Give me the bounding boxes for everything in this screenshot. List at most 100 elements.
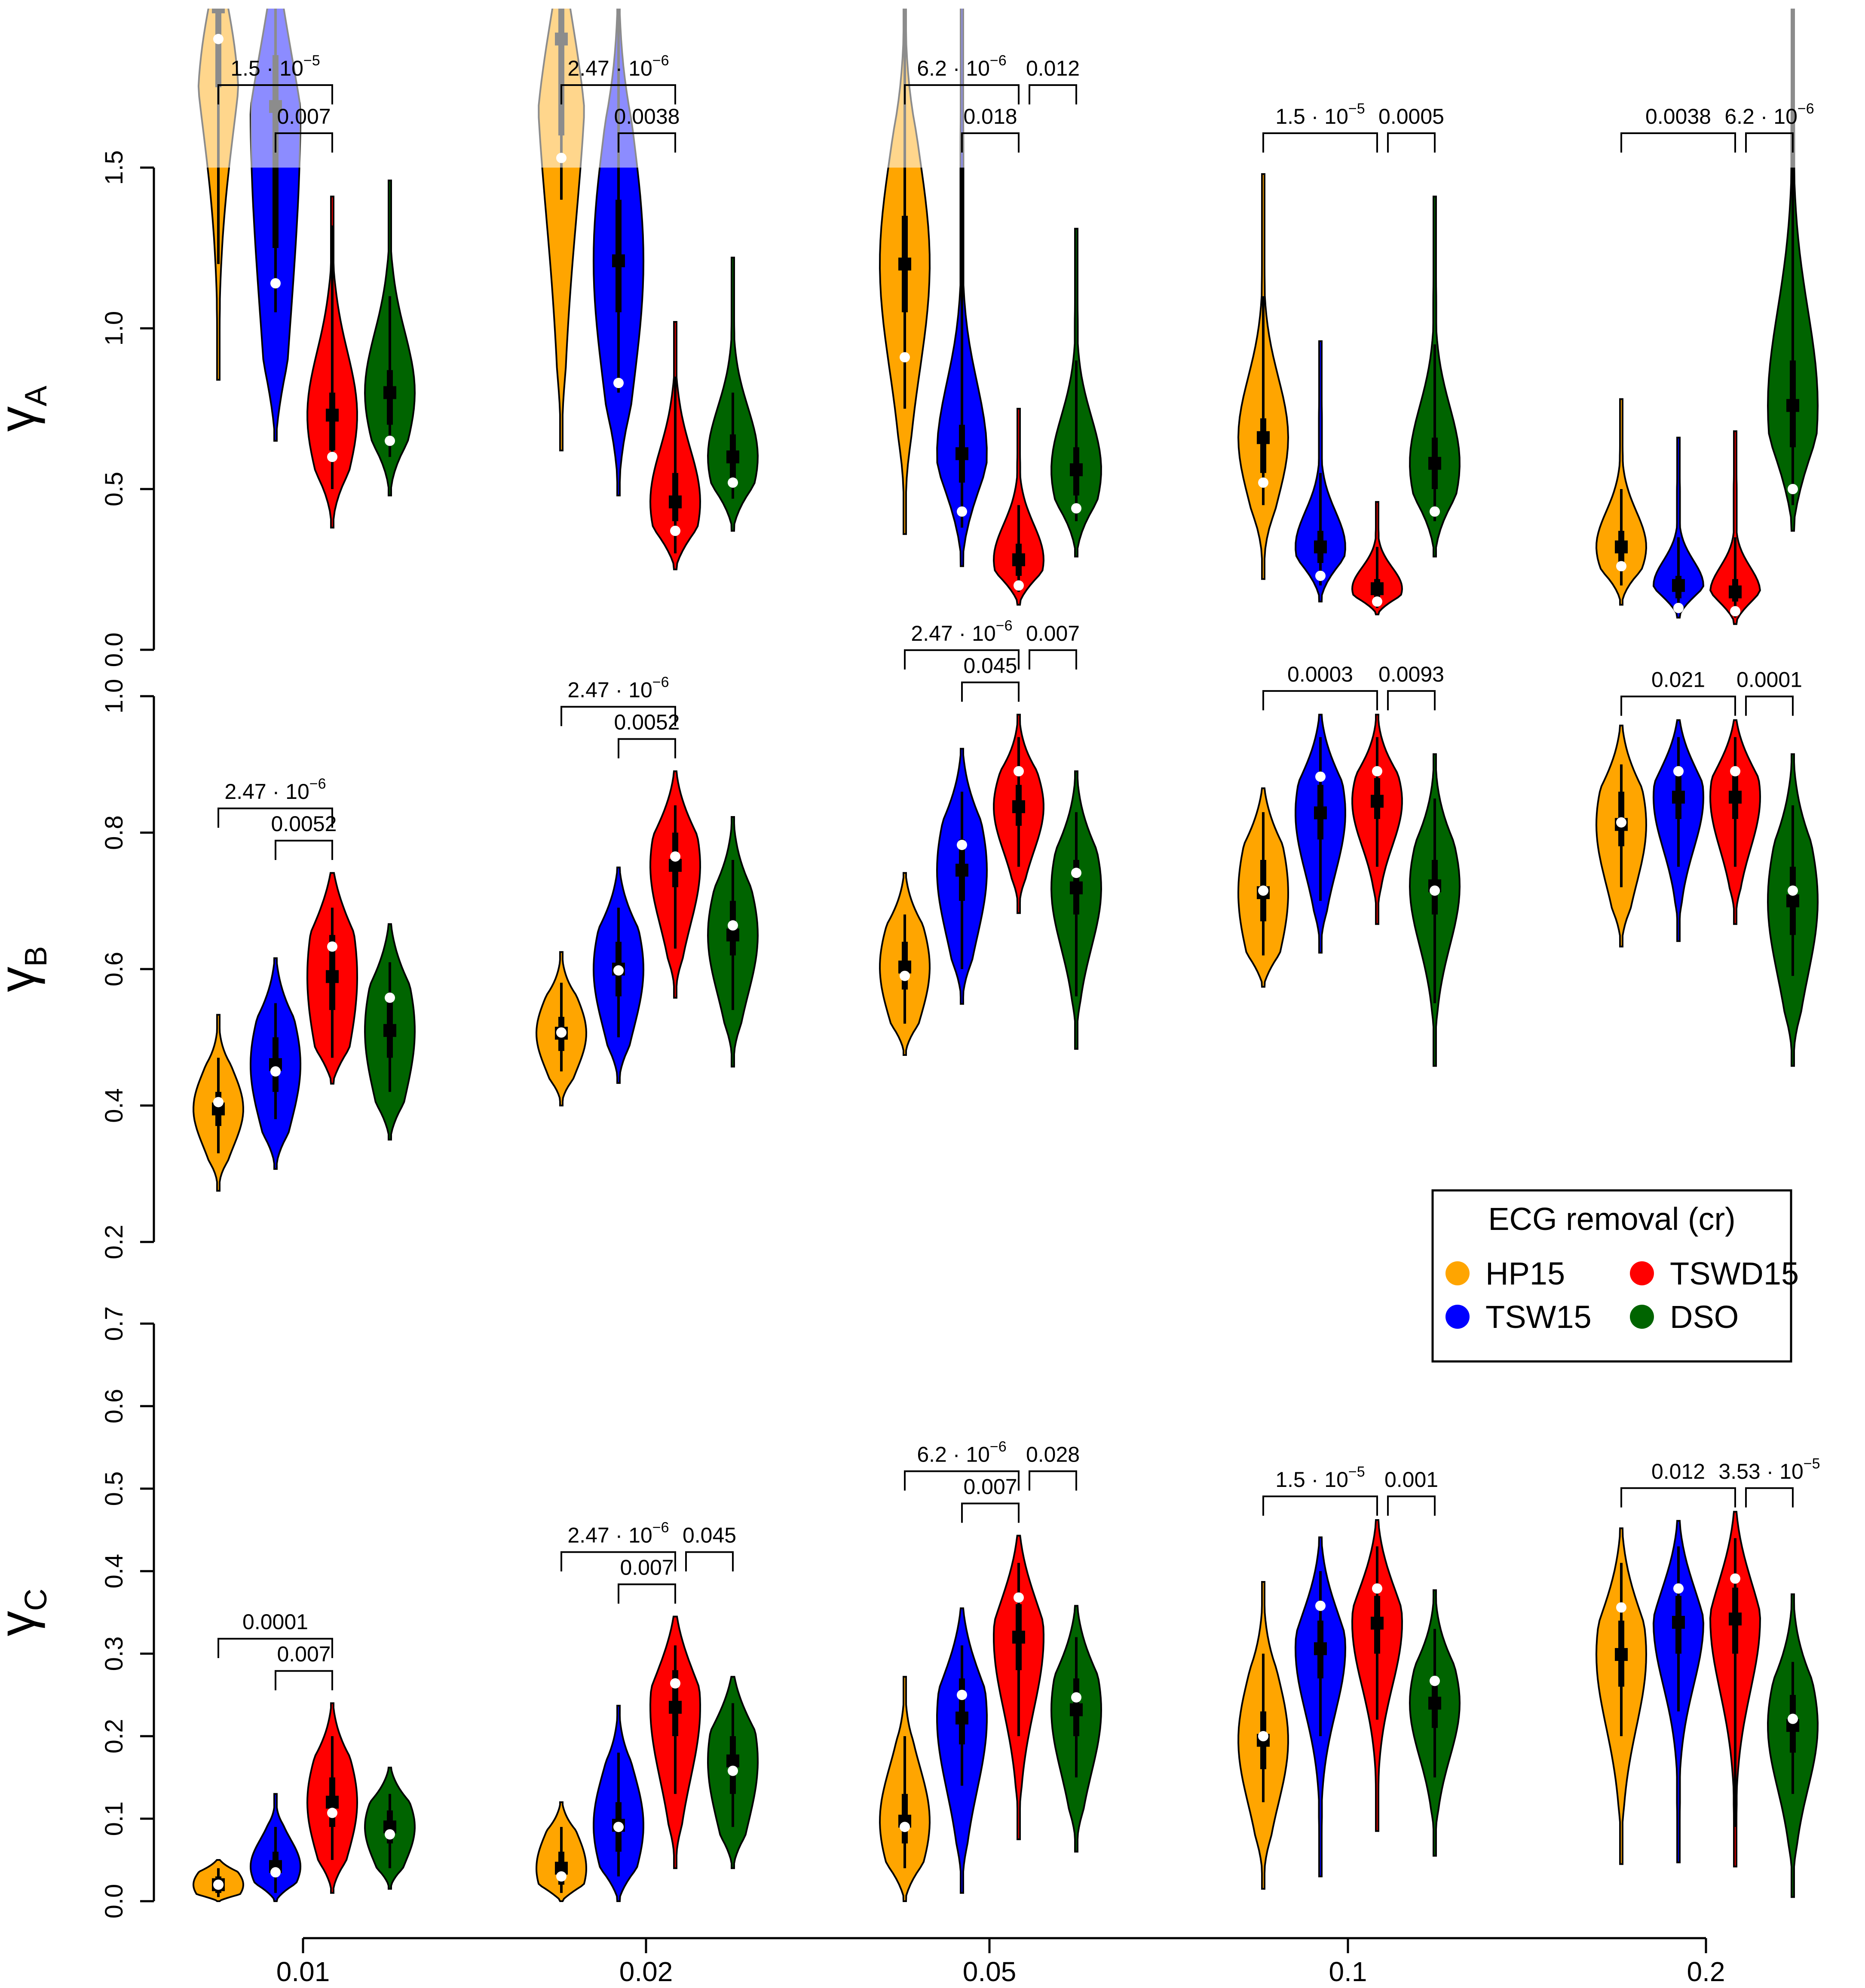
mean-HP15-0.1: [1258, 885, 1268, 896]
p-value-label: 6.2 · 10−6: [1724, 101, 1814, 128]
iqr-TSW15-0.05: [959, 1678, 965, 1745]
p-value-label: 2.47 · 10−6: [567, 674, 669, 702]
bracket-line: [1745, 1487, 1794, 1508]
mean-TSWD15-0.2: [1730, 606, 1740, 617]
median-TSWD15-0.2: [1729, 1612, 1742, 1626]
median-TSWD15-0.1: [1371, 582, 1384, 595]
group-A-0.2: [1595, 9, 1819, 625]
bracket-line: [1387, 132, 1436, 153]
p-value-label: 0.007: [277, 104, 331, 128]
mean-DSO-0.1: [1430, 1676, 1440, 1686]
bracket-line: [618, 132, 676, 153]
x-tick-label-0.01: 0.01: [276, 1956, 330, 1987]
sig-bracket-A-0.01-1: 0.007: [275, 104, 333, 153]
mean-DSO-0.02: [728, 1765, 738, 1776]
legend-label-TSWD15: TSWD15: [1670, 1256, 1799, 1291]
y-tick-label-A-0: 0.0: [100, 633, 128, 667]
median-TSWD15-0.2: [1729, 790, 1742, 804]
p-value-label: 0.0001: [1736, 668, 1802, 692]
median-DSO-0.1: [1428, 1697, 1441, 1710]
p-value-label: 0.012: [1026, 56, 1080, 80]
sig-bracket-A-0.2-1: 6.2 · 10−6: [1724, 101, 1814, 153]
y-tick-label-C-1: 0.1: [100, 1801, 128, 1836]
x-tick-label-0.2: 0.2: [1687, 1956, 1725, 1987]
iqr-HP15-0.1: [1260, 418, 1266, 473]
mean-TSW15-0.05: [957, 1690, 967, 1700]
x-tick-label-0.1: 0.1: [1329, 1956, 1367, 1987]
group-C-0.01: [192, 1702, 416, 1902]
mean-TSWD15-0.05: [1014, 1592, 1024, 1603]
sig-bracket-B-0.01-1: 0.0052: [271, 812, 337, 860]
group-C-0.02: [535, 1615, 759, 1902]
y-tick-label-C-0: 0.0: [100, 1884, 128, 1919]
legend-swatch-TSWD15: [1630, 1261, 1654, 1285]
mean-TSWD15-0.01: [327, 452, 337, 462]
median-TSW15-0.05: [955, 863, 968, 877]
mean-TSWD15-0.02: [670, 526, 680, 536]
legend-item-HP15: HP15: [1445, 1256, 1565, 1291]
mean-DSO-0.05: [1071, 503, 1081, 514]
mean-TSWD15-0.1: [1372, 596, 1382, 607]
mean-TSW15-0.05: [957, 506, 967, 517]
sig-bracket-C-0.01-0: 0.0001: [217, 1610, 333, 1658]
median-TSWD15-0.1: [1371, 795, 1384, 808]
mean-HP15-0.01: [213, 1879, 224, 1890]
p-value-label: 0.0038: [1645, 104, 1711, 128]
sig-bracket-A-0.02-1: 0.0038: [614, 104, 680, 153]
p-value-label: 0.012: [1651, 1459, 1705, 1483]
sig-bracket-C-0.2-0: 0.012: [1620, 1459, 1736, 1508]
bracket-line: [1620, 132, 1736, 153]
mean-TSW15-0.1: [1315, 570, 1326, 581]
p-value-label: 3.53 · 10−5: [1718, 1456, 1820, 1483]
median-TSW15-0.1: [1314, 1642, 1327, 1655]
sig-bracket-A-0.01-0: 1.5 · 10−5: [217, 52, 333, 104]
mean-TSW15-0.05: [957, 840, 967, 850]
sig-bracket-B-0.1-1: 0.0093: [1378, 662, 1444, 710]
panel-C: 0.0 0.1 0.2 0.3 0.4 0.5 0.6 0.7 γC 0.0001 0.007 2.4…: [0, 1306, 1820, 1919]
p-value-label: 0.001: [1384, 1468, 1438, 1492]
bracket-line: [275, 840, 333, 860]
y-tick-label-C-6: 0.6: [100, 1389, 128, 1424]
median-HP15-0.1: [1257, 431, 1270, 444]
sig-bracket-A-0.05-2: 0.012: [1026, 56, 1080, 104]
sig-bracket-C-0.2-1: 3.53 · 10−5: [1718, 1456, 1820, 1508]
p-value-label: 0.0052: [614, 710, 680, 734]
median-TSWD15-0.02: [669, 495, 682, 508]
mean-HP15-0.2: [1616, 1602, 1626, 1613]
bracket-line: [217, 807, 333, 828]
panels: 0.0 0.5 1.0 1.5 γA 1.5 · 10−5 0.007 2.47 · 10−6…: [0, 9, 1820, 1919]
bracket-line: [618, 1583, 676, 1604]
p-value-label: 0.021: [1651, 668, 1705, 692]
y-axis-title-A: γA: [0, 385, 53, 431]
bracket-line: [560, 1551, 676, 1572]
median-DSO-0.02: [726, 1754, 739, 1768]
bracket-line: [618, 738, 676, 758]
mean-HP15-0.2: [1616, 561, 1626, 572]
median-HP15-0.2: [1615, 1648, 1628, 1661]
p-value-label: 1.5 · 10−5: [1275, 101, 1365, 128]
y-axis-title-B: γB: [0, 946, 53, 992]
panel-B: 0.2 0.4 0.6 0.8 1.0 γB 2.47 · 10−6 0.0052 2.47 ·…: [0, 618, 1819, 1259]
mean-TSW15-0.2: [1673, 766, 1684, 777]
mean-TSWD15-0.1: [1372, 766, 1382, 777]
legend-item-TSWD15: TSWD15: [1630, 1256, 1799, 1291]
y-tick-label-C-7: 0.7: [100, 1306, 128, 1341]
median-TSWD15-0.01: [326, 970, 339, 983]
mean-DSO-0.05: [1071, 868, 1081, 878]
mean-DSO-0.1: [1430, 506, 1440, 517]
sig-bracket-B-0.05-0: 2.47 · 10−6: [904, 618, 1020, 670]
mean-DSO-0.1: [1430, 885, 1440, 896]
group-B-0.1: [1237, 713, 1461, 1067]
x-axis: 0.01 0.02 0.05 0.1 0.2: [276, 1937, 1725, 1987]
bracket-line: [275, 1670, 333, 1691]
bracket-line: [904, 1470, 1020, 1491]
p-value-label: 0.007: [963, 1474, 1017, 1499]
bracket-line: [961, 681, 1020, 702]
x-tick-label-0.05: 0.05: [963, 1956, 1017, 1987]
median-TSWD15-0.01: [326, 408, 339, 422]
median-DSO-0.1: [1428, 457, 1441, 470]
violin-TSW15-0.2: [1652, 437, 1705, 619]
mean-DSO-0.01: [385, 992, 395, 1003]
sig-bracket-C-0.05-2: 0.028: [1026, 1442, 1080, 1491]
median-TSW15-0.05: [955, 1711, 968, 1725]
